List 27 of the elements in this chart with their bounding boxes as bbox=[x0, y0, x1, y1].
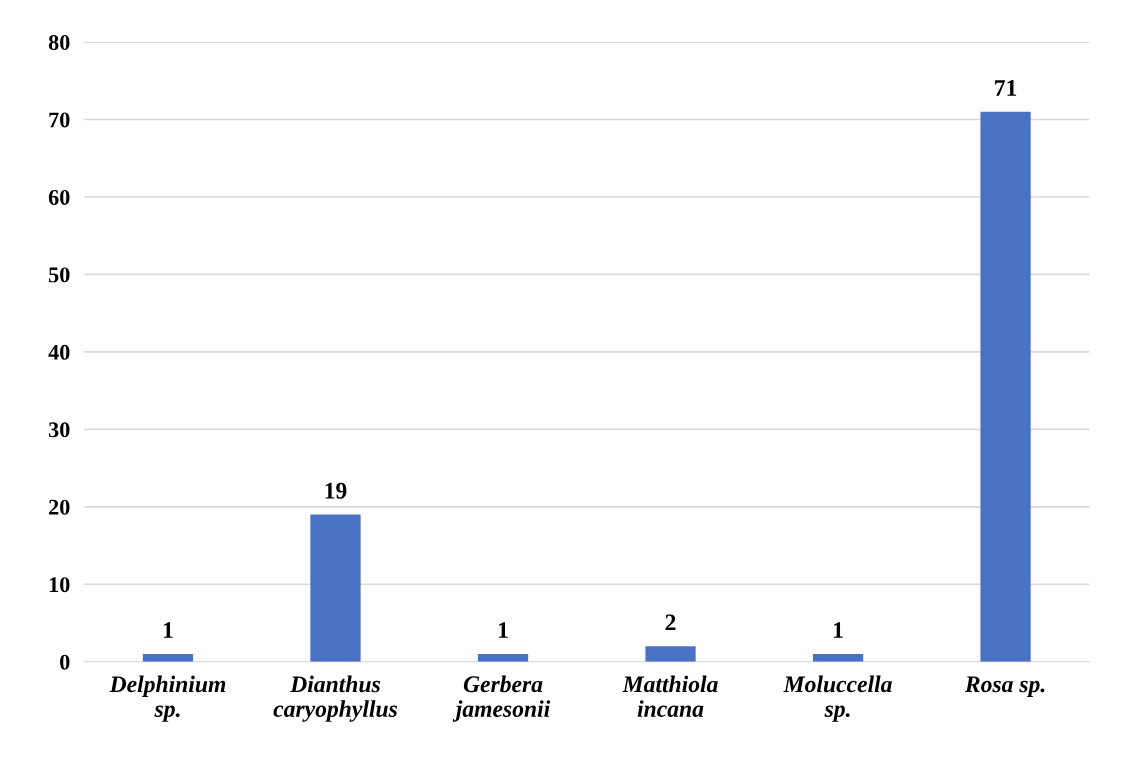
bar bbox=[812, 653, 864, 662]
y-tick-label: 80 bbox=[48, 35, 70, 50]
data-label: 1 bbox=[834, 622, 843, 638]
y-tick-label: 50 bbox=[49, 267, 70, 283]
bar bbox=[142, 653, 194, 662]
y-tick-label: 10 bbox=[49, 577, 70, 593]
data-label: 71 bbox=[995, 80, 1017, 96]
x-tick-label: Dianthus caryophyllus bbox=[273, 675, 398, 722]
data-label: 2 bbox=[665, 614, 676, 631]
y-tick-label: 20 bbox=[49, 499, 70, 515]
x-tick-label: Delphinium sp. bbox=[109, 675, 226, 722]
y-tick-label: 40 bbox=[48, 344, 70, 360]
bar bbox=[310, 514, 361, 662]
y-tick-label: 0 bbox=[60, 654, 70, 670]
x-tick-label: Moluccella sp. bbox=[783, 675, 892, 722]
y-tick-label: 60 bbox=[48, 189, 70, 205]
data-label: 1 bbox=[163, 622, 173, 638]
y-tick-label: 30 bbox=[48, 422, 70, 438]
x-tick-label: Gerbera jamesonii bbox=[452, 675, 551, 722]
data-label: 19 bbox=[325, 482, 347, 499]
x-tick-label: Matthiola incana bbox=[622, 675, 718, 717]
bar bbox=[477, 653, 529, 662]
bar bbox=[980, 111, 1031, 662]
bar bbox=[645, 646, 696, 662]
y-tick-label: 70 bbox=[49, 112, 70, 128]
x-tick-label: Rosa sp. bbox=[964, 676, 1045, 698]
data-label: 1 bbox=[499, 622, 508, 638]
